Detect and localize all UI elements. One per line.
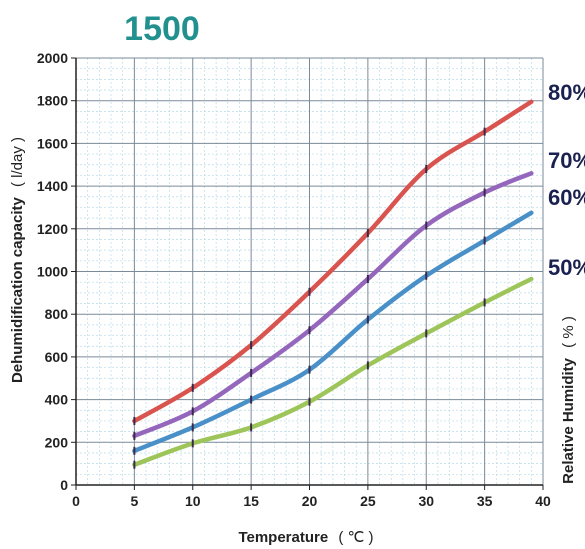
grid [76, 57, 544, 485]
series-label: 70% [548, 148, 585, 173]
y-tick-label: 2000 [37, 50, 68, 66]
series-line [132, 99, 534, 424]
tick-labels: 0 5 10 15 20 25 30 35 40020040060080010001200140… [37, 50, 551, 509]
x-tick-label: 30 [418, 493, 434, 509]
chart-title: 1500 [124, 10, 200, 48]
x-tick-label: 35 [477, 493, 493, 509]
x-axis-label-text: Temperature [238, 529, 328, 546]
y-tick-label: 1600 [37, 135, 68, 151]
y-tick-label: 1000 [37, 264, 68, 280]
right-axis-label-text: Relative Humidity [560, 357, 577, 484]
series-labels: 80% 70% 60% 50% [548, 80, 585, 280]
y-tick-label: 1200 [37, 221, 68, 237]
y-axis-label-text: Dehumidification capacity [9, 196, 26, 383]
y-tick-label: 1400 [37, 178, 68, 194]
y-tick-label: 200 [45, 434, 69, 450]
series-label: 60% [548, 185, 585, 210]
series-line [132, 171, 534, 439]
series-lines [132, 99, 534, 469]
x-tick-label: 20 [302, 493, 318, 509]
y-tick-label: 1800 [37, 93, 68, 109]
x-axis-label-unit: ( ℃ ) [338, 529, 373, 546]
y-tick-label: 400 [45, 392, 69, 408]
y-tick-label: 0 [60, 477, 68, 493]
x-tick-label: 10 [185, 493, 201, 509]
y-axis-label-unit: ( l/day ) [9, 137, 26, 187]
y-axis-label: Dehumidification capacity ( l/day ) [9, 137, 26, 383]
x-axis-label: Temperature ( ℃ ) [238, 529, 373, 546]
x-tick-label: 40 [535, 493, 551, 509]
series-line [132, 210, 534, 454]
series-label: 50% [548, 255, 585, 280]
x-tick-label: 0 [72, 493, 80, 509]
y-tick-label: 800 [45, 306, 69, 322]
x-tick-label: 15 [243, 493, 259, 509]
y-tick-label: 600 [45, 349, 69, 365]
x-tick-label: 5 [130, 493, 138, 509]
series-line [132, 276, 534, 467]
x-tick-label: 25 [360, 493, 376, 509]
right-axis-label-unit: ( % ) [560, 316, 577, 348]
series-label: 80% [548, 80, 585, 105]
axes [71, 57, 544, 490]
right-axis-label: Relative Humidity ( % ) [560, 316, 577, 484]
